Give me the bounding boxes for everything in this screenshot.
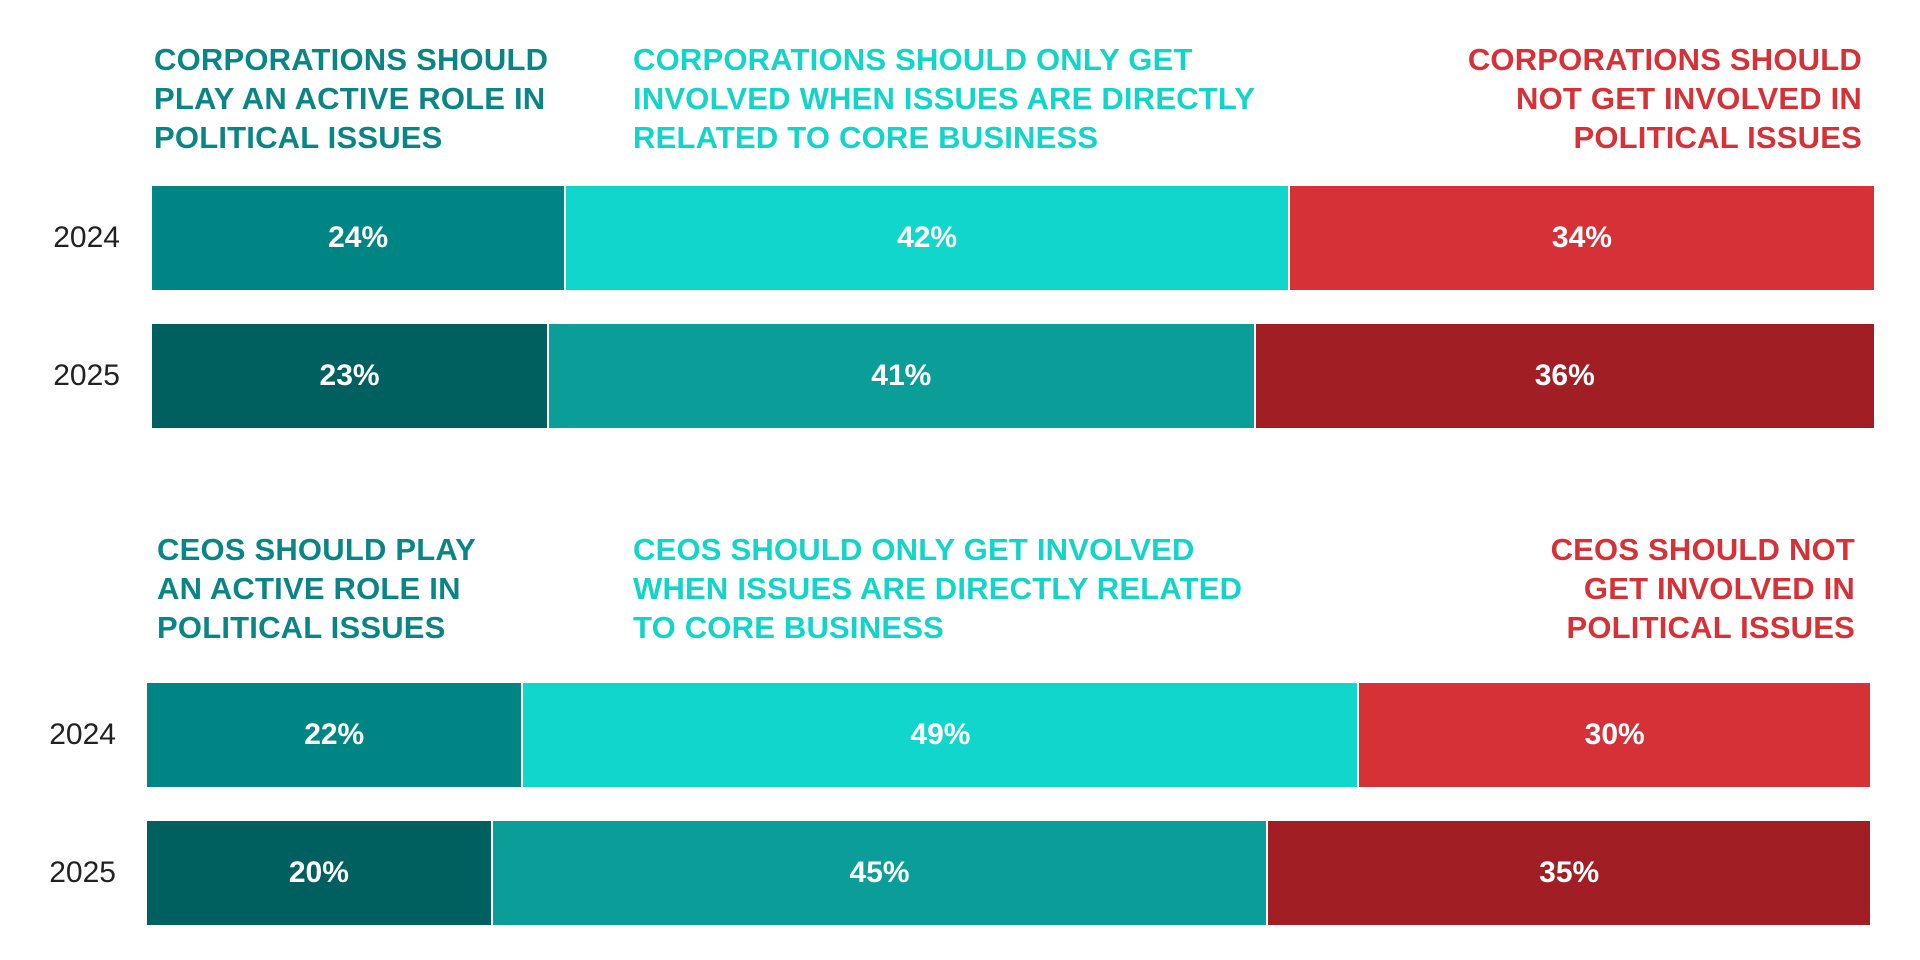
bar-row-2024: 22% 49% 30% <box>147 683 1870 787</box>
segment-not-involved: 34% <box>1289 186 1874 290</box>
segment-not-involved: 36% <box>1255 324 1874 428</box>
segment-core-business-only: 49% <box>523 683 1360 787</box>
segment-active-role: 22% <box>147 683 524 787</box>
legend-core-business-only: CEOS SHOULD ONLY GET INVOLVED WHEN ISSUE… <box>633 532 1243 645</box>
segment-core-business-only: 41% <box>549 324 1256 428</box>
data-label: 42% <box>897 221 958 254</box>
legend-not-involved: CORPORATIONS SHOULD NOT GET INVOLVED IN … <box>1467 42 1862 155</box>
ceos-chart: CEOS SHOULD PLAY AN ACTIVE ROLE IN POLIT… <box>0 490 1920 925</box>
segment-core-business-only: 42% <box>566 186 1290 290</box>
row-label-2025: 2025 <box>49 856 116 889</box>
segment-active-role: 23% <box>152 324 550 428</box>
segment-active-role: 24% <box>152 186 567 290</box>
bar-row-2025: 23% 41% 36% <box>152 324 1874 428</box>
data-label: 22% <box>304 718 365 751</box>
row-label-2024: 2024 <box>53 221 120 254</box>
row-label-2024: 2024 <box>49 718 116 751</box>
legend-core-business-only: CORPORATIONS SHOULD ONLY GET INVOLVED WH… <box>633 42 1255 155</box>
data-label: 24% <box>328 221 389 254</box>
data-label: 35% <box>1539 856 1600 889</box>
data-label: 30% <box>1584 718 1645 751</box>
corporations-chart: CORPORATIONS SHOULD PLAY AN ACTIVE ROLE … <box>0 0 1920 428</box>
segment-core-business-only: 45% <box>492 821 1269 925</box>
data-label: 36% <box>1534 359 1595 392</box>
legend-not-involved: CEOS SHOULD NOT GET INVOLVED IN POLITICA… <box>1550 532 1855 645</box>
row-label-2025: 2025 <box>53 359 120 392</box>
data-label: 49% <box>910 718 971 751</box>
segment-active-role: 20% <box>147 821 493 925</box>
segment-not-involved: 35% <box>1268 821 1870 925</box>
data-label: 41% <box>871 359 932 392</box>
data-label: 45% <box>849 856 910 889</box>
segment-not-involved: 30% <box>1359 683 1870 787</box>
data-label: 23% <box>319 359 380 392</box>
bar-row-2025: 20% 45% 35% <box>147 821 1870 925</box>
bar-row-2024: 24% 42% 34% <box>152 186 1874 290</box>
data-label: 34% <box>1551 221 1612 254</box>
legend-active-role: CEOS SHOULD PLAY AN ACTIVE ROLE IN POLIT… <box>157 532 476 645</box>
legend-active-role: CORPORATIONS SHOULD PLAY AN ACTIVE ROLE … <box>154 42 549 155</box>
data-label: 20% <box>288 856 349 889</box>
